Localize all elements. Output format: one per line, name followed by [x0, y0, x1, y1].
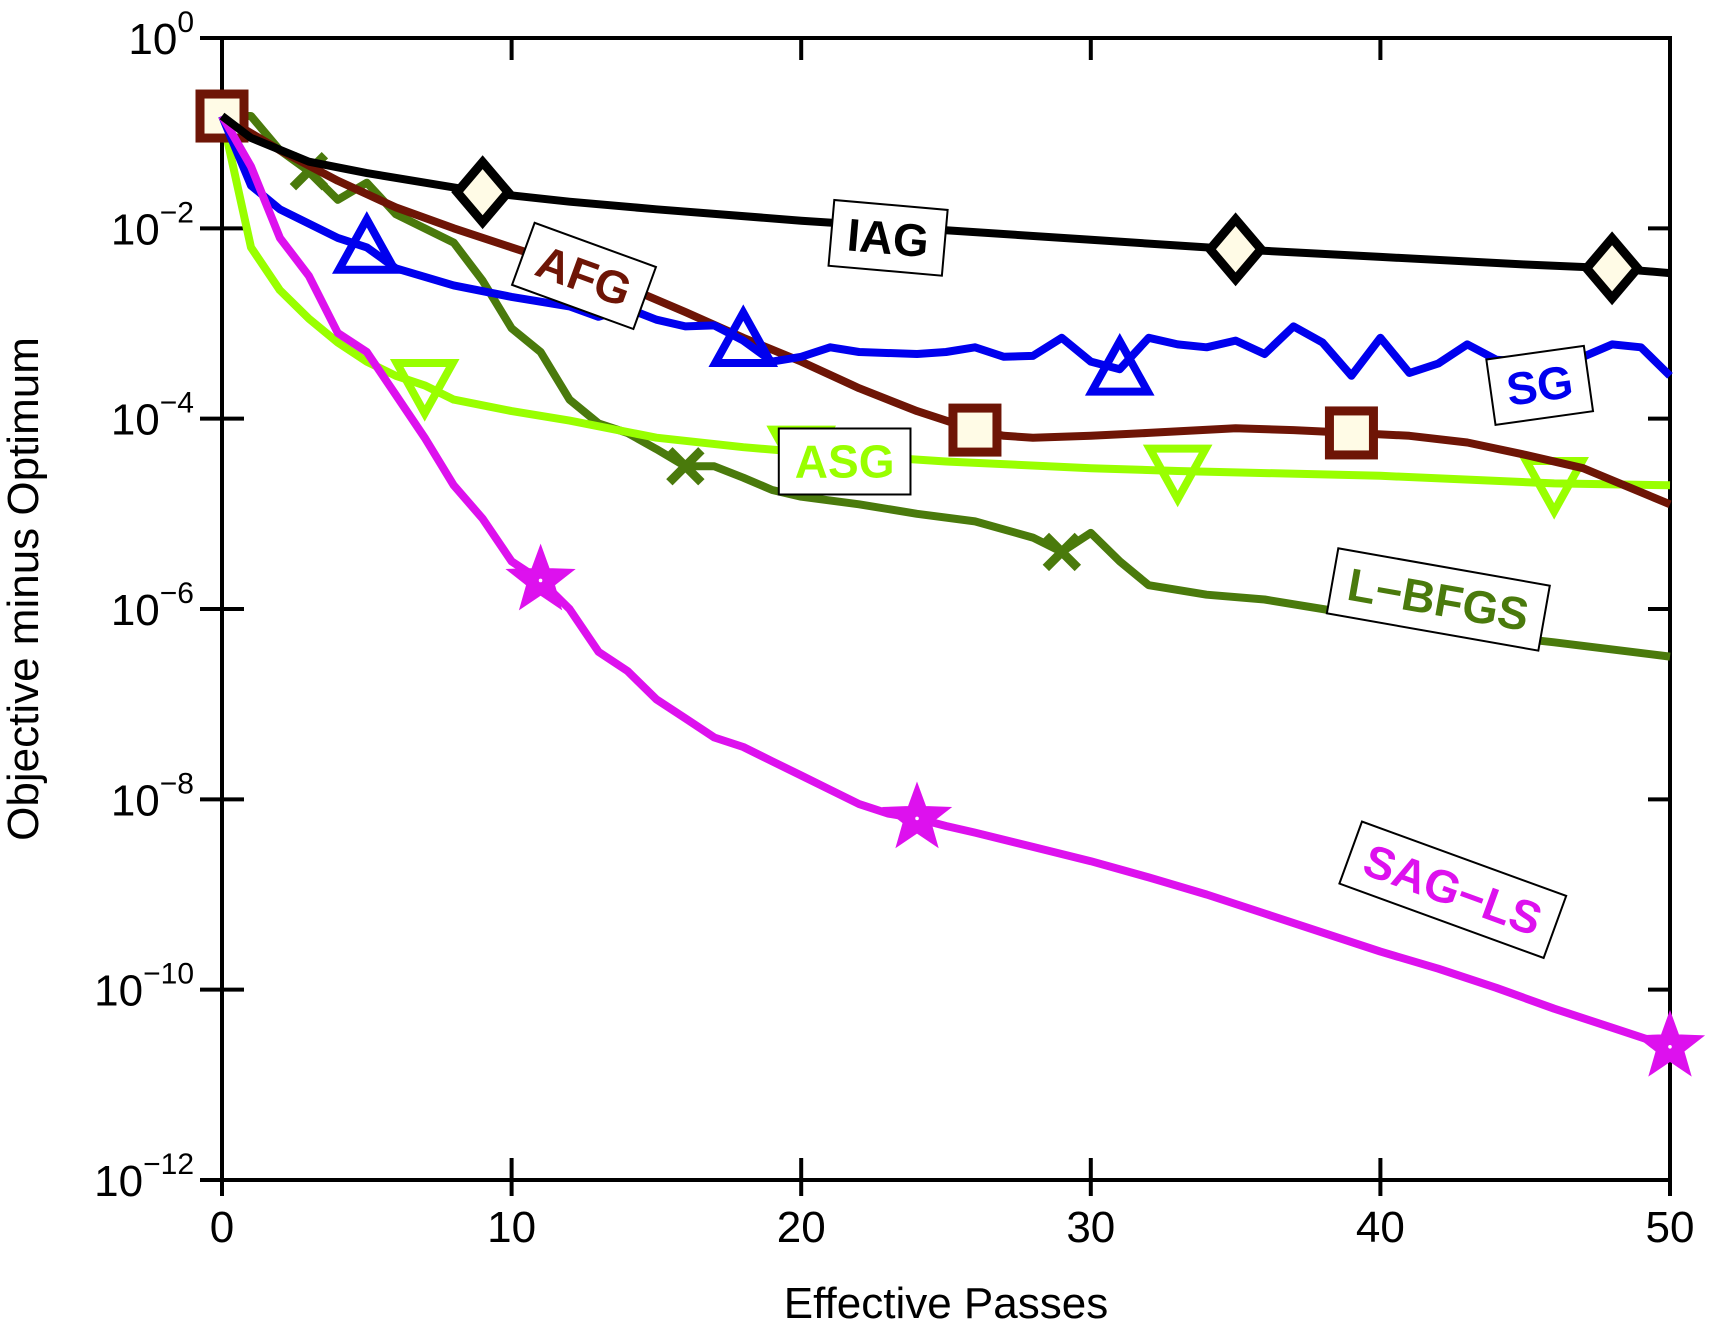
series-sag-ls-label-text: SAG−LS [1357, 834, 1549, 946]
y-tick-label: 10−4 [111, 387, 194, 445]
series-sag-ls-marker-dot [1668, 1044, 1672, 1049]
series-sg [218, 114, 1673, 396]
y-tick-label: 10−8 [111, 767, 194, 825]
series-l-bfgs-label: L−BFGS [1325, 547, 1551, 652]
series-asg-label-box [777, 427, 912, 496]
series-l-bfgs-marker [666, 447, 705, 486]
series-sag-ls-marker [881, 781, 953, 849]
series-sag-ls-line [218, 114, 1672, 1051]
series-iag-label: IAG [827, 198, 949, 277]
series-iag-marker [1580, 231, 1644, 306]
y-axis-title: Objective minus Optimum [0, 337, 48, 841]
series-afg [195, 89, 1672, 508]
x-tick-label: 40 [1356, 1203, 1405, 1252]
x-tick-label: 0 [210, 1203, 234, 1252]
series-iag-line [219, 112, 1671, 278]
series-sg-marker [332, 211, 402, 274]
series-asg-label: ASG [777, 427, 912, 496]
x-tick-label: 10 [487, 1203, 536, 1252]
series-asg [218, 115, 1671, 520]
series-asg-marker [389, 358, 460, 422]
series-sag-ls [218, 114, 1706, 1077]
series-afg-marker [1324, 406, 1378, 460]
series-sag-ls-label-box [1338, 820, 1568, 960]
series-iag-label-box [827, 198, 949, 277]
series-iag-marker [1204, 212, 1268, 287]
series-afg-label-box [510, 221, 658, 331]
series-iag-marker [451, 155, 515, 230]
series-sg-label: SG [1485, 344, 1595, 427]
series-iag-label-text: IAG [845, 208, 931, 267]
y-tick-label: 100 [128, 6, 194, 64]
series-sag-ls-marker-dot [915, 816, 919, 821]
series-sag-ls-label: SAG−LS [1338, 820, 1568, 960]
series-l-bfgs-marker [1042, 532, 1082, 572]
series-sag-ls-marker-dot [538, 578, 543, 583]
y-tick-label: 10−10 [94, 958, 194, 1016]
series-sg-marker [1084, 332, 1155, 396]
series-asg-label-text: ASG [795, 435, 895, 487]
x-tick-label: 20 [777, 1203, 826, 1252]
y-tick-label: 10−2 [111, 196, 194, 254]
series-l-bfgs-label-box [1325, 547, 1551, 652]
x-tick-label: 30 [1066, 1203, 1115, 1252]
series-sg-marker [708, 304, 779, 368]
series-sag-ls-marker [1634, 1009, 1706, 1077]
x-tick-label: 50 [1646, 1203, 1695, 1252]
y-tick-label: 10−6 [111, 577, 194, 635]
series-sg-label-text: SG [1503, 355, 1576, 416]
series-sag-ls-marker [505, 543, 576, 611]
x-axis-title: Effective Passes [784, 1279, 1108, 1328]
series-asg-marker [1142, 444, 1213, 508]
series-afg-marker [948, 403, 1002, 457]
series-afg-line [219, 112, 1672, 508]
series-sg-line [218, 114, 1673, 380]
y-tick-label: 10−12 [94, 1148, 194, 1206]
series-asg-line [218, 115, 1671, 490]
series-sg-label-box [1485, 344, 1595, 427]
series-iag [219, 112, 1671, 306]
